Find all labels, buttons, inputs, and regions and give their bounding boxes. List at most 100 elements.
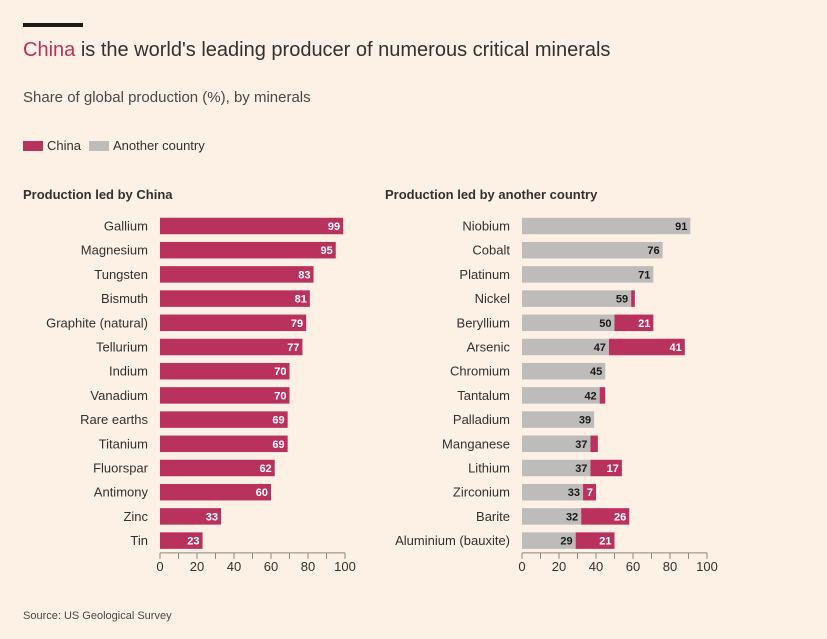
chart-title-highlight: China <box>23 39 76 61</box>
x-tick-label: 40 <box>227 559 241 574</box>
bar-other <box>522 314 615 332</box>
data-label: 17 <box>607 463 619 475</box>
category-label: Bismuth <box>101 291 148 306</box>
x-tick-label: 20 <box>190 559 204 574</box>
data-label: 77 <box>287 342 299 354</box>
legend-swatch-other <box>88 140 109 151</box>
data-label: 71 <box>638 269 650 281</box>
category-label: Gallium <box>104 219 148 234</box>
bar-other <box>522 532 576 549</box>
category-label: Arsenic <box>467 340 511 355</box>
data-label: 39 <box>579 415 591 427</box>
bar-china <box>160 241 336 259</box>
bar-china <box>160 290 310 307</box>
panel-title: Production led by another country <box>385 187 598 202</box>
data-label: 83 <box>298 269 310 281</box>
category-label: Titanium <box>99 436 148 451</box>
category-label: Tungsten <box>94 267 148 282</box>
bar-china <box>160 508 222 525</box>
bar-china <box>631 290 635 307</box>
category-label: Barite <box>476 509 510 524</box>
x-tick-label: 20 <box>552 559 566 574</box>
data-label: 91 <box>675 221 687 233</box>
bar-china <box>599 387 606 404</box>
bar-china <box>581 508 630 525</box>
category-label: Nickel <box>475 291 511 306</box>
bar-china <box>590 459 622 477</box>
bar-other <box>522 459 591 477</box>
bar-china <box>160 459 275 477</box>
legend-label-china: China <box>47 138 81 153</box>
x-tick-label: 0 <box>518 559 525 574</box>
category-label: Aluminium (bauxite) <box>395 533 510 548</box>
data-label: 32 <box>566 511 578 523</box>
legend-label-other: Another country <box>112 138 205 153</box>
bar-china <box>160 338 303 356</box>
bar-china <box>608 338 685 356</box>
header-rule <box>23 23 83 27</box>
data-label: 33 <box>568 487 580 499</box>
legend-item-other: Another country <box>88 138 205 153</box>
bar-other <box>522 266 654 283</box>
data-label: 26 <box>614 511 626 523</box>
data-label: 99 <box>328 221 340 233</box>
source-note: Source: US Geological Survey <box>23 610 172 622</box>
legend-item-china: China <box>23 138 81 153</box>
bar-china <box>160 411 288 428</box>
x-tick-label: 60 <box>626 559 640 574</box>
data-label: 29 <box>560 536 572 548</box>
data-label: 7 <box>587 487 593 499</box>
x-tick-label: 100 <box>334 559 356 574</box>
category-label: Lithium <box>468 461 510 476</box>
bar-other <box>522 435 591 453</box>
bar-china <box>614 314 654 332</box>
bar-other <box>522 241 663 259</box>
bar-china <box>160 435 288 453</box>
category-label: Fluorspar <box>93 461 149 476</box>
category-label: Niobium <box>462 219 510 234</box>
bar-other <box>522 387 600 404</box>
data-label: 59 <box>616 294 628 306</box>
category-label: Beryllium <box>457 315 510 330</box>
category-label: Tellurium <box>96 340 148 355</box>
x-tick-label: 0 <box>156 559 163 574</box>
category-label: Cobalt <box>472 243 510 258</box>
legend: China Another country <box>23 138 213 153</box>
bar-other <box>522 362 606 380</box>
bar-china <box>590 435 598 453</box>
data-label: 47 <box>594 342 606 354</box>
bar-other <box>522 483 584 501</box>
data-label: 79 <box>291 318 303 330</box>
category-label: Chromium <box>450 364 510 379</box>
data-label: 69 <box>272 439 284 451</box>
bar-china <box>160 314 307 332</box>
data-label: 69 <box>272 415 284 427</box>
bar-other <box>522 338 609 356</box>
bar-china <box>575 532 615 549</box>
x-tick-label: 100 <box>696 559 718 574</box>
category-label: Antimony <box>94 485 149 500</box>
x-tick-label: 60 <box>264 559 278 574</box>
category-label: Manganese <box>442 436 510 451</box>
bar-china <box>160 387 290 404</box>
data-label: 23 <box>187 536 199 548</box>
category-label: Graphite (natural) <box>46 315 148 330</box>
data-label: 95 <box>321 245 333 257</box>
category-label: Tin <box>130 533 148 548</box>
data-label: 70 <box>274 366 286 378</box>
data-label: 33 <box>206 511 218 523</box>
category-label: Vanadium <box>90 388 148 403</box>
chart-subtitle: Share of global production (%), by miner… <box>23 89 311 106</box>
bar-other <box>522 290 632 307</box>
x-tick-label: 80 <box>663 559 677 574</box>
bar-other <box>522 411 595 428</box>
data-label: 60 <box>256 487 268 499</box>
bar-china <box>583 483 596 501</box>
data-label: 81 <box>295 294 307 306</box>
data-label: 41 <box>670 342 682 354</box>
panel-title: Production led by China <box>23 187 173 202</box>
data-label: 37 <box>575 463 587 475</box>
bar-china <box>160 217 344 235</box>
chart-title-rest: is the world's leading producer of numer… <box>75 39 611 61</box>
data-label: 50 <box>599 318 611 330</box>
